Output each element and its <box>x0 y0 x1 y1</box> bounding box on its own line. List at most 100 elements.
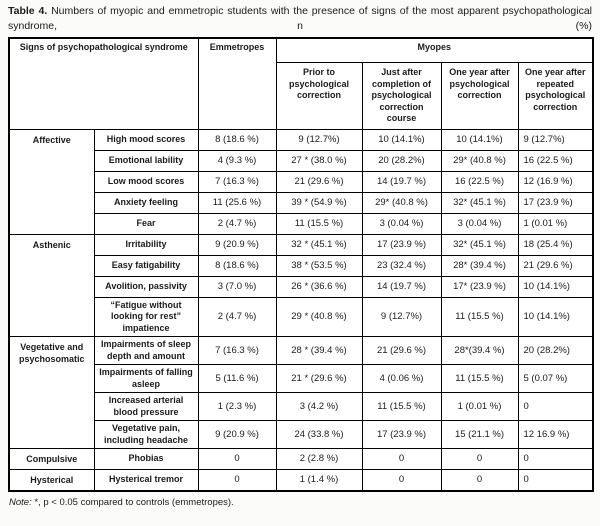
value-cell: 0 <box>440 469 519 492</box>
value-cell: 0 <box>517 469 594 492</box>
value-cell: 3 (0.04 %) <box>361 212 442 235</box>
value-cell: 32* (45.1 %) <box>440 191 519 214</box>
table-row: Emotional lability 4 (9.3 %) 27 * (38.0 %)… <box>9 149 594 172</box>
value-cell: 3 (7.0 %) <box>197 275 277 298</box>
value-cell: 10 (14.1%) <box>517 296 594 338</box>
value-cell: 2 (4.7 %) <box>197 296 277 338</box>
sign-label-cell: Avolition, passivity <box>93 275 199 298</box>
value-cell: 24 (33.8 %) <box>275 420 363 450</box>
value-cell: 11 (25.6 %) <box>197 191 277 214</box>
value-cell: 17 (23.9 %) <box>361 233 442 256</box>
table-row: Asthenic Irritability 9 (20.9 %) 32 * (45.1… <box>8 233 594 338</box>
table-row: Impairments of falling asleep 5 (11.6 %) 2… <box>9 364 594 394</box>
sign-label-cell: Easy fatigability <box>93 254 199 277</box>
value-cell: 28* (39.4 %) <box>440 254 519 277</box>
value-cell: 1 (1.4 %) <box>275 469 363 492</box>
value-cell: 10 (14.1%) <box>361 128 442 151</box>
value-cell: 29* (40.8 %) <box>361 191 442 214</box>
sign-label-cell: “Fatigue without looking for rest” impat… <box>93 296 199 338</box>
table-row: Affective High mood scores 8 (18.6 %) 9 (12… <box>8 128 594 235</box>
table-caption: Table 4. Numbers of myopic and emmetropi… <box>8 4 592 33</box>
value-cell: 10 (14.1%) <box>440 128 519 151</box>
value-cell: 4 (9.3 %) <box>197 149 277 172</box>
syndrome-group-cell: Hysterical <box>8 469 95 492</box>
table-row: “Fatigue without looking for rest” impat… <box>9 296 594 338</box>
value-cell: 27 * (38.0 %) <box>275 149 363 172</box>
sign-label-cell: Vegetative pain, including headache <box>93 420 199 450</box>
value-cell: 11 (15.5 %) <box>275 212 363 235</box>
table-footnote: Note: *, p < 0.05 compared to controls (… <box>8 497 592 508</box>
value-cell: 3 (4.2 %) <box>275 392 363 422</box>
value-cell: 21 (29.6 %) <box>517 254 594 277</box>
value-cell: 8 (18.6 %) <box>197 128 277 151</box>
value-cell: 26 * (36.6 %) <box>275 275 363 298</box>
sign-label-cell: Anxiety feeling <box>93 191 199 214</box>
value-cell: 18 (25.4 %) <box>517 233 594 256</box>
sign-label-cell: Increased arterial blood pressure <box>93 392 199 422</box>
value-cell: 5 (11.6 %) <box>197 364 277 394</box>
header-myopes-prior: Prior to psychological correction <box>275 62 363 130</box>
value-cell: 21 * (29.6 %) <box>275 364 363 394</box>
table-row: Vegetative and psychosomatic Impairments … <box>8 336 594 450</box>
value-cell: 28*(39.4 %) <box>440 336 519 366</box>
table-row: Hysterical Hysterical tremor 0 1 (1.4 %) 0 0 0 <box>8 469 594 492</box>
table-row: Easy fatigability 8 (18.6 %) 38 * (53.5 %)… <box>9 254 594 277</box>
table-row: Vegetative pain, including headache 9 (20… <box>9 420 594 450</box>
value-cell: 9 (12.7%) <box>361 296 442 338</box>
value-cell: 38 * (53.5 %) <box>275 254 363 277</box>
value-cell: 17 (23.9 %) <box>517 191 594 214</box>
value-cell: 1 (2.3 %) <box>197 392 277 422</box>
header-signs: Signs of psychopathological syndrome <box>8 37 199 130</box>
header-emmetropes: Emmetropes <box>197 37 277 130</box>
value-cell: 15 (21.1 %) <box>440 420 519 450</box>
value-cell: 9 (12.7%) <box>275 128 363 151</box>
table-row: Avolition, passivity 3 (7.0 %) 26 * (36.6 … <box>9 275 594 298</box>
syndrome-group-cell: Affective <box>8 128 95 235</box>
value-cell: 29* (40.8 %) <box>440 149 519 172</box>
caption-syndrome-word: syndrome, <box>8 20 58 32</box>
value-cell: 16 (22.5 %) <box>517 149 594 172</box>
value-cell: 23 (32.4 %) <box>361 254 442 277</box>
caption-line-1: Table 4. Numbers of myopic and emmetropi… <box>8 4 592 19</box>
value-cell: 3 (0.04 %) <box>440 212 519 235</box>
caption-n-symbol: n <box>297 20 303 32</box>
table-row: Anxiety feeling 11 (25.6 %) 39 * (54.9 %) 2… <box>9 191 594 214</box>
value-cell: 32 * (45.1 %) <box>275 233 363 256</box>
sign-label-cell: Emotional lability <box>93 149 199 172</box>
value-cell: 5 (0.07 %) <box>517 364 594 394</box>
header-myopes: Myopes <box>275 37 594 63</box>
sign-label-cell: Low mood scores <box>93 170 199 193</box>
footnote-label: Note: <box>9 496 32 508</box>
sign-label-cell: Phobias <box>93 448 199 471</box>
value-cell: 7 (16.3 %) <box>197 170 277 193</box>
value-cell: 39 * (54.9 %) <box>275 191 363 214</box>
value-cell: 21 (29.6 %) <box>361 336 442 366</box>
table-row: Compulsive Phobias 0 2 (2.8 %) 0 0 0 <box>8 448 594 471</box>
value-cell: 14 (19.7 %) <box>361 275 442 298</box>
value-cell: 11 (15.5 %) <box>440 364 519 394</box>
sign-label-cell: Hysterical tremor <box>93 469 199 492</box>
value-cell: 16 (22.5 %) <box>440 170 519 193</box>
value-cell: 9 (20.9 %) <box>197 233 277 256</box>
value-cell: 20 (28.2%) <box>517 336 594 366</box>
value-cell: 0 <box>197 469 277 492</box>
value-cell: 1 (0.01 %) <box>440 392 519 422</box>
value-cell: 0 <box>361 448 442 471</box>
value-cell: 0 <box>197 448 277 471</box>
value-cell: 11 (15.5 %) <box>440 296 519 338</box>
table-row: Fear 2 (4.7 %) 11 (15.5 %) 3 (0.04 %) 3 (0.0… <box>9 212 594 235</box>
table-row: Increased arterial blood pressure 1 (2.3 … <box>9 392 594 422</box>
sign-label-cell: High mood scores <box>93 128 199 151</box>
table-body: Affective High mood scores 8 (18.6 %) 9 (12… <box>8 128 594 492</box>
header-myopes-one-year-repeated: One year after repeated psychological co… <box>517 62 594 130</box>
table-header: Signs of psychopathological syndrome Emm… <box>8 37 594 130</box>
syndrome-group-cell: Asthenic <box>8 233 95 338</box>
footnote-text: *, p < 0.05 compared to controls (emmetr… <box>31 496 234 508</box>
syndrome-group-cell: Vegetative and psychosomatic <box>8 336 95 450</box>
sign-label-cell: Impairments of sleep depth and amount <box>93 336 199 366</box>
syndrome-group-cell: Compulsive <box>8 448 95 471</box>
value-cell: 20 (28.2%) <box>361 149 442 172</box>
value-cell: 0 <box>361 469 442 492</box>
value-cell: 2 (4.7 %) <box>197 212 277 235</box>
